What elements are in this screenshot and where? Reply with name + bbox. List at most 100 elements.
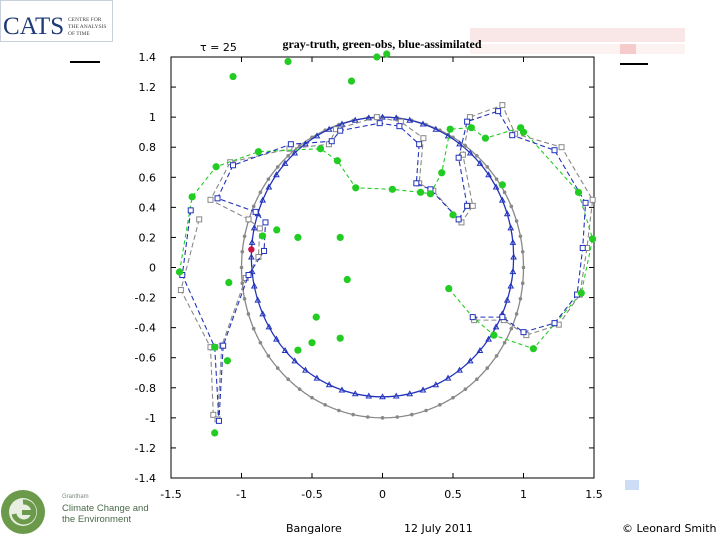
x-tick-label: 1.5 bbox=[585, 488, 603, 501]
gray-truth-point bbox=[245, 216, 252, 223]
observation-point bbox=[498, 181, 506, 189]
x-tick-label: 1 bbox=[520, 488, 527, 501]
footer-credit: © Leonard Smith bbox=[622, 522, 717, 535]
observation-point bbox=[352, 184, 360, 192]
observation-point bbox=[308, 339, 316, 347]
assimilated-marker bbox=[281, 347, 289, 354]
truth-marker bbox=[297, 144, 302, 148]
assimilated-marker bbox=[406, 390, 414, 397]
truth-marker bbox=[520, 249, 525, 254]
blue-assimilated-point bbox=[455, 154, 462, 161]
observation-point bbox=[588, 235, 597, 243]
truth-marker bbox=[297, 387, 302, 391]
truth-marker bbox=[485, 165, 490, 169]
blue-assimilated-point bbox=[413, 180, 420, 187]
truth-marker bbox=[395, 415, 400, 419]
y-tick-label: -1.2 bbox=[135, 442, 156, 455]
footer-location: Bangalore bbox=[286, 522, 342, 535]
observation-point bbox=[316, 145, 325, 153]
cats-logo-acronym: CATS bbox=[3, 13, 65, 40]
blue-assimilated-point bbox=[495, 108, 502, 115]
blue-assimilated-point bbox=[220, 342, 227, 349]
truth-marker bbox=[266, 177, 271, 181]
truth-marker bbox=[475, 377, 479, 382]
observation-point bbox=[336, 334, 344, 342]
truth-marker bbox=[258, 340, 263, 345]
observation-point bbox=[577, 289, 585, 297]
gray-truth-point bbox=[420, 135, 427, 142]
blue-assimilated-point bbox=[287, 141, 294, 148]
y-tick-label: -0.4 bbox=[135, 322, 156, 335]
observation-point bbox=[388, 185, 396, 193]
blue-assimilated-point bbox=[455, 216, 462, 223]
assimilated-marker bbox=[250, 224, 258, 231]
gray-truth-line bbox=[180, 104, 594, 421]
gray-truth-point bbox=[196, 216, 203, 223]
current-state-marker bbox=[248, 246, 255, 253]
assimilated-marker bbox=[456, 140, 463, 147]
blue-assimilated-point bbox=[252, 208, 259, 215]
y-tick-label: -1 bbox=[145, 412, 156, 425]
truth-marker bbox=[275, 165, 280, 169]
observation-point bbox=[438, 169, 446, 177]
truth-marker bbox=[251, 326, 256, 331]
truth-marker bbox=[258, 190, 263, 195]
assimilated-marker bbox=[492, 183, 500, 190]
truth-marker bbox=[502, 190, 507, 195]
assimilated-marker bbox=[406, 116, 414, 123]
truth-marker bbox=[509, 204, 514, 209]
assimilated-marker bbox=[379, 113, 386, 120]
assimilated-marker bbox=[351, 116, 359, 123]
blue-assimilated-point bbox=[464, 118, 471, 125]
truth-marker bbox=[521, 265, 526, 270]
x-tick-label: -1 bbox=[236, 488, 247, 501]
truth-marker bbox=[514, 219, 519, 223]
x-axis: -1.5 -1 -0.5 0 0.5 1 1.5 bbox=[160, 57, 603, 501]
blue-assimilated-point bbox=[215, 417, 222, 424]
gray-truth-point bbox=[177, 287, 184, 294]
truth-marker bbox=[514, 312, 519, 316]
blue-assimilated-point bbox=[262, 219, 269, 226]
blue-assimilated-point bbox=[261, 247, 268, 254]
observation-point bbox=[373, 53, 381, 61]
y-tick-label: -0.2 bbox=[135, 292, 156, 305]
observation-point bbox=[312, 313, 320, 321]
plot-area bbox=[170, 56, 595, 479]
truth-marker bbox=[518, 296, 523, 301]
assimilated-marker bbox=[379, 393, 386, 400]
blue-assimilated-point bbox=[230, 162, 237, 169]
y-tick-label: -0.6 bbox=[135, 352, 156, 365]
tau-annotation: τ = 25 bbox=[200, 41, 237, 54]
assimilated-circle bbox=[248, 113, 517, 400]
truth-marker bbox=[286, 153, 290, 158]
observation-point bbox=[449, 211, 457, 219]
assimilated-marker bbox=[273, 335, 280, 342]
assimilated-marker bbox=[392, 114, 400, 121]
observation-point bbox=[383, 50, 391, 58]
observation-point bbox=[343, 275, 351, 284]
assimilated-marker bbox=[492, 323, 500, 330]
observation-point bbox=[467, 124, 475, 132]
observation-point bbox=[481, 134, 490, 142]
blue-assimilated-point bbox=[187, 207, 194, 214]
assimilated-circle-path bbox=[250, 116, 515, 398]
observation-point bbox=[212, 163, 220, 171]
y-tick-label: 0 bbox=[149, 262, 156, 275]
observation-point bbox=[294, 233, 302, 242]
chart-title: gray-truth, green-obs, blue-assimilated bbox=[282, 37, 481, 51]
assimilated-marker bbox=[503, 296, 511, 303]
truth-marker bbox=[275, 366, 280, 370]
blue-assimilated-point bbox=[328, 138, 335, 145]
blue-assimilated-point bbox=[464, 202, 471, 209]
y-tick-label: 1.4 bbox=[139, 51, 157, 64]
x-tick-label: 0.5 bbox=[444, 488, 462, 501]
assimilated-marker bbox=[476, 347, 484, 354]
observation-point bbox=[529, 345, 537, 353]
assimilated-marker bbox=[351, 390, 359, 397]
cats-logo-subtitle: CENTRE FOR THE ANALYSIS OF TIME bbox=[68, 17, 107, 37]
observation-point bbox=[490, 331, 498, 339]
assimilated-marker bbox=[265, 323, 273, 330]
observation-point bbox=[259, 232, 267, 240]
truth-marker bbox=[520, 281, 525, 286]
background-decoration bbox=[470, 28, 685, 490]
